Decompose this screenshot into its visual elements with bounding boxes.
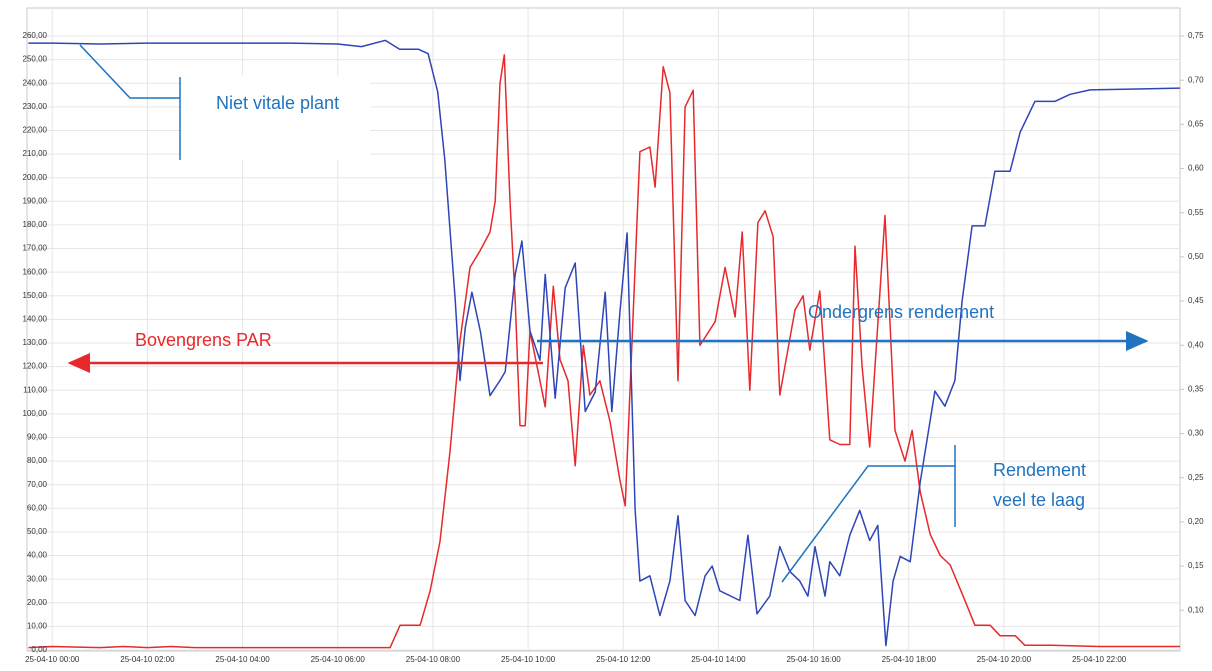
x-tick-label: 25-04-10 04:00 (215, 655, 270, 664)
y2-tick-label: 0,10 (1188, 605, 1204, 614)
y2-tick-label: 0,60 (1188, 164, 1204, 173)
y-tick-label: 180,00 (23, 220, 48, 229)
y-tick-label: 240,00 (23, 78, 48, 87)
x-tick-label: 25-04-10 16:00 (786, 655, 841, 664)
y-tick-label: 160,00 (23, 267, 48, 276)
x-tick-label: 25-04-10 06:00 (311, 655, 366, 664)
y2-tick-label: 0,20 (1188, 517, 1204, 526)
y2-tick-label: 0,25 (1188, 473, 1204, 482)
y2-tick-label: 0,65 (1188, 119, 1204, 128)
y-tick-label: 140,00 (23, 314, 48, 323)
x-tick-label: 25-04-10 08:00 (406, 655, 461, 664)
x-tick-label: 25-04-10 22:00 (1072, 655, 1127, 664)
note-box (182, 76, 370, 160)
y-tick-label: 190,00 (23, 196, 48, 205)
x-tick-label: 25-04-10 20:00 (977, 655, 1032, 664)
y-tick-label: 150,00 (23, 291, 48, 300)
x-tick-label: 25-04-10 10:00 (501, 655, 556, 664)
pointer (781, 465, 955, 583)
y-tick-label: 220,00 (23, 126, 48, 135)
y2-tick-label: 0,35 (1188, 384, 1204, 393)
y2-tick-label: 0,50 (1188, 252, 1204, 261)
y-tick-label: 90,00 (27, 433, 48, 442)
y-tick-label: 100,00 (23, 409, 48, 418)
y-tick-label: 10,00 (27, 621, 48, 630)
y2-tick-label: 0,75 (1188, 31, 1204, 40)
x-tick-label: 25-04-10 12:00 (596, 655, 651, 664)
annotation: Ondergrens rendement (808, 302, 995, 322)
y-tick-label: 70,00 (27, 480, 48, 489)
y-tick-label: 230,00 (23, 102, 48, 111)
y-tick-label: 210,00 (23, 149, 48, 158)
y-tick-label: 250,00 (23, 55, 48, 64)
y-tick-label: 200,00 (23, 173, 48, 182)
y-tick-label: 40,00 (27, 551, 48, 560)
y-tick-label: 80,00 (27, 456, 48, 465)
x-tick-label: 25-04-10 14:00 (691, 655, 746, 664)
y-tick-label: 260,00 (23, 31, 48, 40)
y-tick-label: 170,00 (23, 244, 48, 253)
series-line (28, 54, 1180, 649)
annotation: Bovengrens PAR (135, 330, 272, 350)
y2-tick-label: 0,55 (1188, 208, 1204, 217)
y2-tick-label: 0,30 (1188, 429, 1204, 438)
y-tick-label: 20,00 (27, 598, 48, 607)
y2-tick-label: 0,15 (1188, 561, 1204, 570)
x-tick-label: 25-04-10 18:00 (882, 655, 937, 664)
y-tick-label: 0,00 (31, 645, 47, 654)
pointer (79, 44, 180, 99)
y-tick-label: 30,00 (27, 574, 48, 583)
y-tick-label: 110,00 (23, 385, 47, 394)
y2-tick-label: 0,40 (1188, 340, 1204, 349)
y2-tick-label: 0,70 (1188, 75, 1204, 84)
series-line (28, 39, 1181, 647)
y-tick-label: 120,00 (23, 362, 48, 371)
x-tick-label: 25-04-10 02:00 (120, 655, 175, 664)
y-tick-label: 60,00 (27, 503, 48, 512)
annotation: Niet vitale plant (216, 93, 340, 113)
annotation: Rendement veel te laag (993, 460, 1087, 510)
y-tick-label: 130,00 (23, 338, 48, 347)
y2-tick-label: 0,45 (1188, 296, 1204, 305)
y-tick-label: 50,00 (27, 527, 48, 536)
x-tick-label: 25-04-10 00:00 (25, 655, 80, 664)
